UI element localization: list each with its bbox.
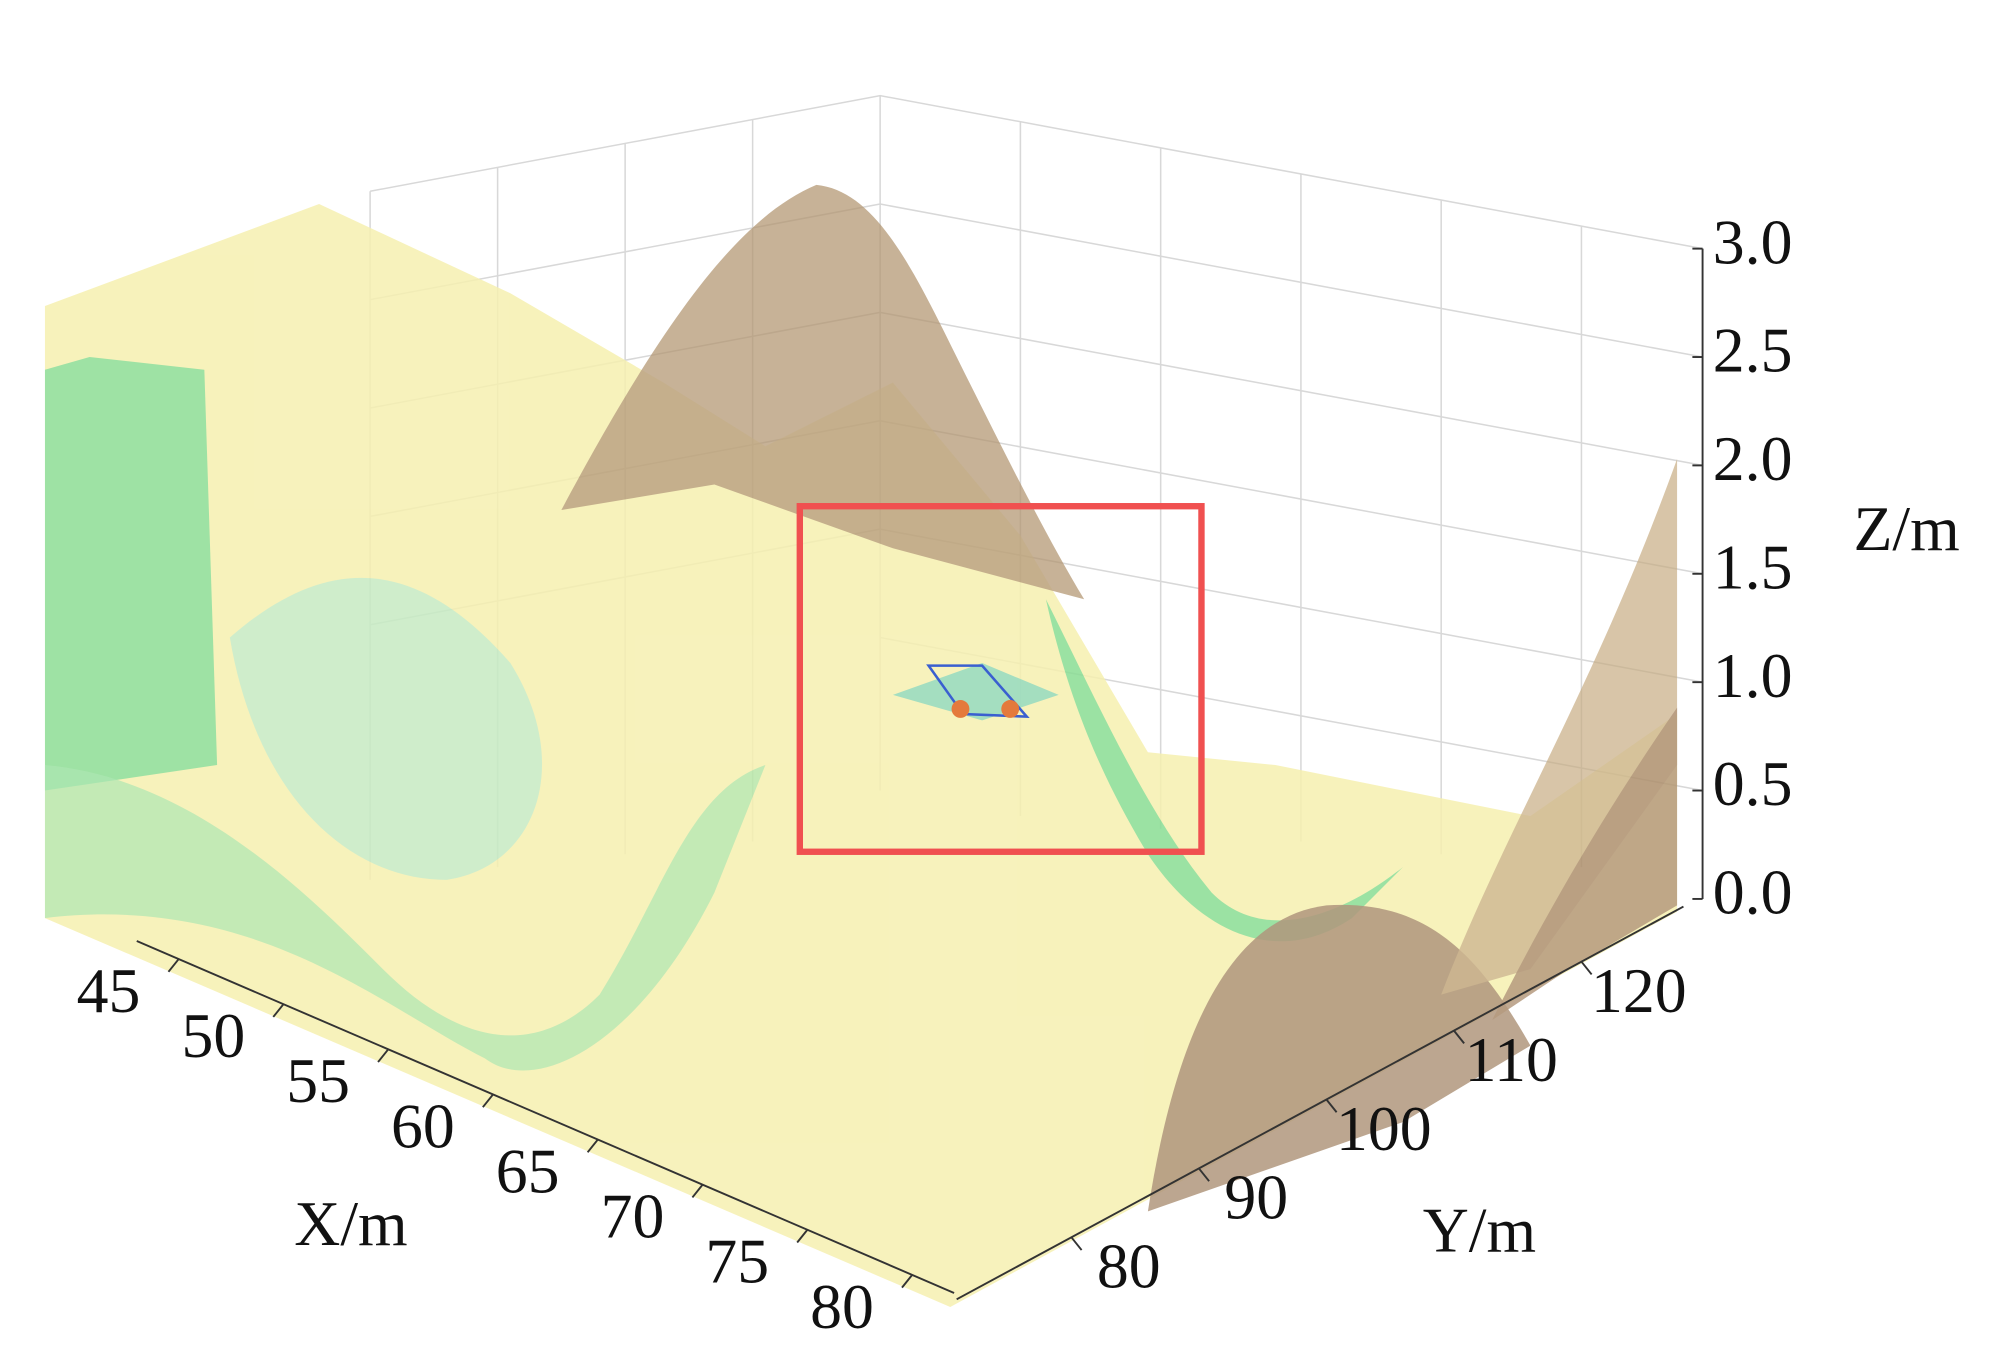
x-tick xyxy=(901,1274,913,1289)
x-tick-label: 60 xyxy=(391,1090,455,1161)
y-tick xyxy=(1580,961,1593,976)
x-tick-label: 55 xyxy=(286,1045,350,1116)
x-tick xyxy=(377,1048,389,1063)
y-axis-line xyxy=(956,905,1684,1301)
x-tick xyxy=(482,1093,494,1108)
x-tick-label: 65 xyxy=(496,1135,560,1206)
z-tick-label: 0.5 xyxy=(1713,748,1793,819)
y-tick-label: 100 xyxy=(1336,1093,1432,1164)
x-tick xyxy=(586,1138,599,1153)
z-tick-label: 2.5 xyxy=(1713,315,1793,386)
z-axis-label: Z/m xyxy=(1853,493,1959,564)
x-axis-line xyxy=(136,940,955,1294)
y-tick-label: 90 xyxy=(1224,1162,1288,1233)
x-tick xyxy=(691,1184,704,1199)
y-tick-label: 110 xyxy=(1465,1024,1558,1095)
x-tick-label: 75 xyxy=(705,1226,769,1297)
x-tick-label: 70 xyxy=(601,1181,665,1252)
x-axis-label: X/m xyxy=(294,1188,407,1259)
x-tick-label: 45 xyxy=(77,955,141,1026)
z-tick-label: 3.0 xyxy=(1713,206,1793,277)
y-axis-label: Y/m xyxy=(1423,1194,1536,1265)
z-tick-label: 1.0 xyxy=(1713,640,1793,711)
surface xyxy=(44,184,1678,1307)
z-tick-label: 2.0 xyxy=(1713,423,1793,494)
y-tick xyxy=(1198,1167,1210,1182)
x-tick xyxy=(272,1003,285,1018)
z-tick-label: 0.0 xyxy=(1713,857,1793,928)
highlight xyxy=(796,503,1205,855)
x-tick xyxy=(796,1229,809,1244)
x-tick xyxy=(167,958,180,973)
y-tick-label: 80 xyxy=(1097,1231,1161,1302)
x-tick-label: 80 xyxy=(810,1271,874,1342)
y-tick xyxy=(1070,1236,1083,1251)
y-tick-label: 120 xyxy=(1591,955,1687,1026)
y-tick xyxy=(1325,1098,1338,1113)
x-tick-label: 50 xyxy=(181,1000,245,1071)
y-tick xyxy=(1453,1030,1465,1044)
z-tick-label: 1.5 xyxy=(1713,531,1793,602)
